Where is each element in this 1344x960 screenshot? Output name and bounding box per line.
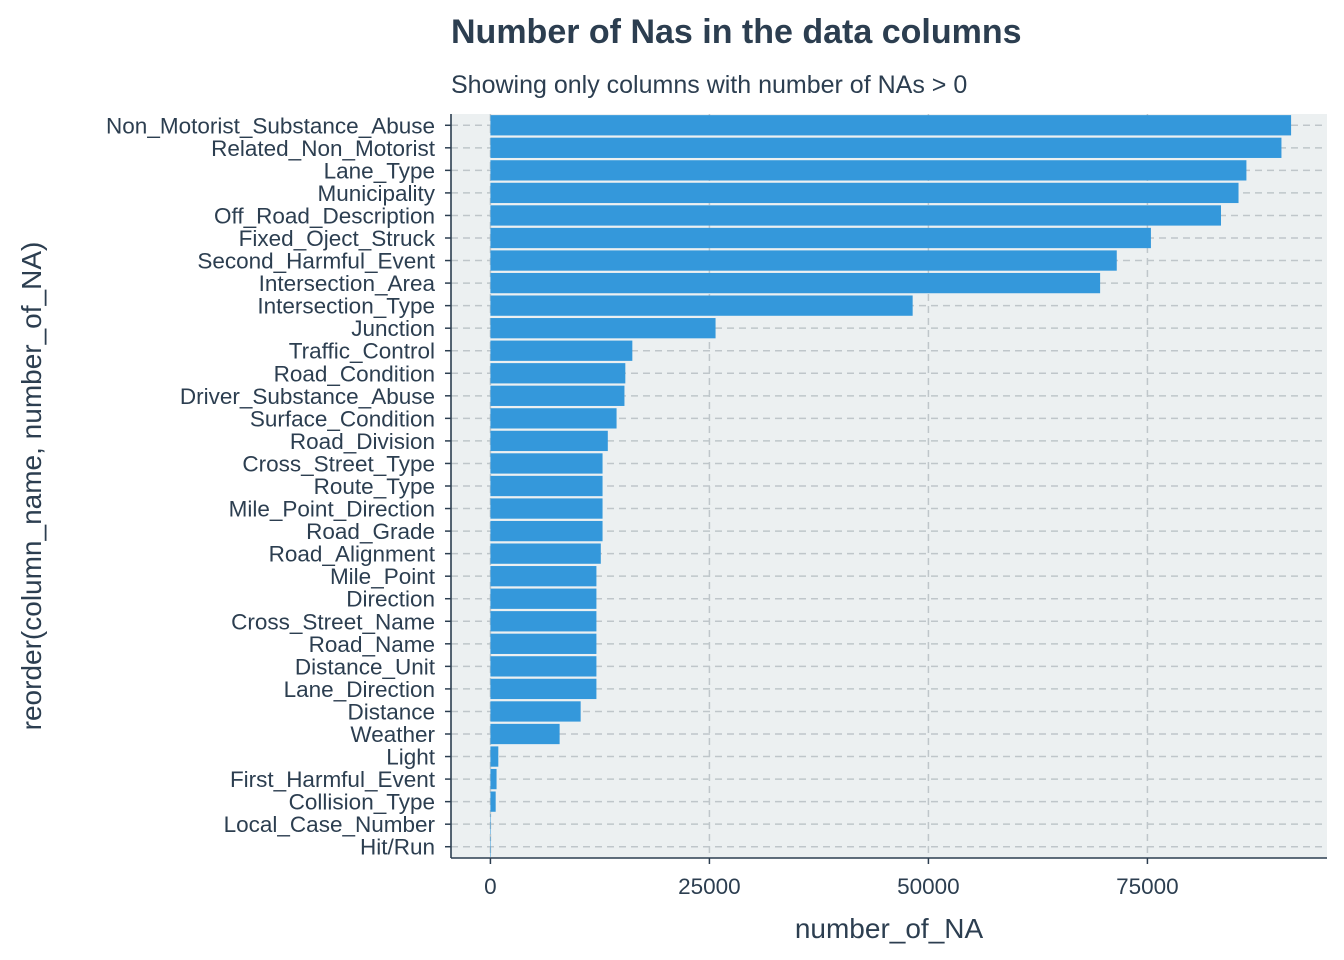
x-tick-label: 50000 xyxy=(897,874,960,899)
bar xyxy=(490,633,597,654)
bar xyxy=(490,746,499,767)
y-tick-label: Junction xyxy=(351,316,435,341)
bar xyxy=(490,814,491,835)
y-tick-label: Road_Condition xyxy=(274,361,435,386)
bars xyxy=(490,115,1292,857)
bar xyxy=(490,588,597,609)
bar xyxy=(490,791,496,812)
bar xyxy=(490,137,1282,158)
bar xyxy=(490,318,716,339)
y-tick-label: Non_Motorist_Substance_Abuse xyxy=(106,113,435,138)
y-tick-label: Light xyxy=(386,745,436,770)
bar xyxy=(490,430,608,452)
y-tick-label: Road_Alignment xyxy=(269,542,436,567)
y-tick-label: Lane_Direction xyxy=(284,677,435,702)
bar xyxy=(490,520,603,542)
y-tick-label: Intersection_Type xyxy=(257,294,435,319)
y-tick-label: Mile_Point_Direction xyxy=(229,497,435,522)
bar xyxy=(490,498,603,519)
y-tick-label: Road_Name xyxy=(309,632,435,657)
x-tick-label: 25000 xyxy=(678,874,741,899)
bar xyxy=(490,385,625,406)
x-tick-label: 75000 xyxy=(1116,874,1179,899)
bar xyxy=(490,340,633,361)
bar xyxy=(490,836,491,857)
y-tick-label: Cross_Street_Type xyxy=(242,451,435,476)
y-tick-labels: Non_Motorist_Substance_AbuseRelated_Non_… xyxy=(106,113,451,860)
y-tick-label: Local_Case_Number xyxy=(224,812,436,837)
bar xyxy=(490,227,1151,249)
y-tick-label: Driver_Substance_Abuse xyxy=(180,384,435,409)
y-tick-label: Cross_Street_Name xyxy=(231,609,435,634)
bar xyxy=(490,205,1222,226)
chart-title: Number of Nas in the data columns xyxy=(451,13,1022,51)
y-tick-label: Distance xyxy=(347,699,435,724)
bar xyxy=(490,182,1239,204)
y-tick-label: Lane_Type xyxy=(324,158,435,183)
y-tick-label: Fixed_Oject_Struck xyxy=(239,226,436,251)
x-tick-labels: 0 25000 50000 75000 xyxy=(484,858,1179,899)
bar xyxy=(490,723,560,745)
y-tick-label: Related_Non_Motorist xyxy=(211,136,436,161)
bar xyxy=(490,250,1117,271)
bar xyxy=(490,566,597,587)
y-tick-label: Municipality xyxy=(317,181,435,206)
y-tick-label: Second_Harmful_Event xyxy=(197,249,435,274)
bar xyxy=(490,115,1292,136)
y-tick-label: Road_Division xyxy=(290,429,435,454)
y-tick-label: Collision_Type xyxy=(289,790,435,815)
x-axis-title: number_of_NA xyxy=(795,913,984,944)
y-tick-label: Weather xyxy=(350,722,435,747)
y-tick-label: Off_Road_Description xyxy=(214,203,435,228)
bar xyxy=(490,363,626,384)
y-tick-label: First_Harmful_Event xyxy=(230,767,436,792)
bar xyxy=(490,543,601,564)
y-tick-label: Mile_Point xyxy=(330,564,436,589)
bar xyxy=(490,656,597,677)
y-tick-label: Road_Grade xyxy=(306,519,435,544)
y-tick-label: Surface_Condition xyxy=(250,406,435,431)
y-tick-label: Traffic_Control xyxy=(289,339,435,364)
bar xyxy=(490,611,597,632)
y-tick-label: Hit/Run xyxy=(360,835,435,860)
bar xyxy=(490,475,603,497)
y-axis-title: reorder(column_name, number_of_NA) xyxy=(16,242,47,731)
bar xyxy=(490,701,581,722)
x-tick-label: 0 xyxy=(484,874,497,899)
y-tick-label: Direction xyxy=(346,587,435,612)
bar xyxy=(490,453,603,474)
bar xyxy=(490,272,1101,294)
y-tick-label: Distance_Unit xyxy=(295,654,436,679)
chart-subtitle: Showing only columns with number of NAs … xyxy=(451,71,967,99)
bar xyxy=(490,408,617,429)
bar xyxy=(490,295,913,316)
bar xyxy=(490,160,1247,181)
bar xyxy=(490,678,597,700)
y-tick-label: Route_Type xyxy=(314,474,435,499)
bar xyxy=(490,768,497,790)
y-tick-label: Intersection_Area xyxy=(259,271,436,296)
